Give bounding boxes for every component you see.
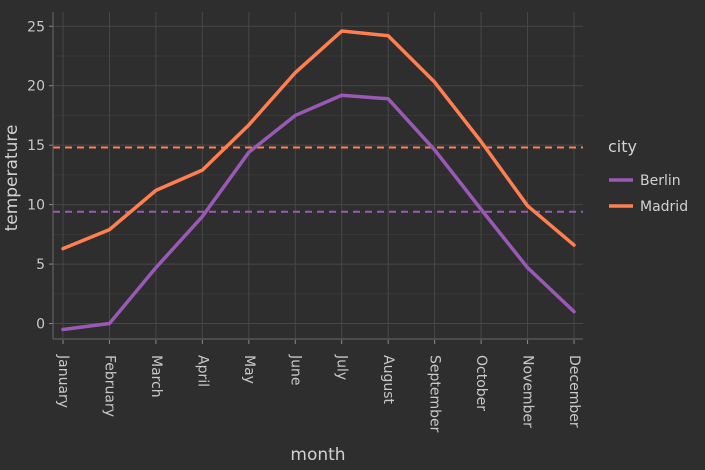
y-tick-label: 0	[36, 317, 45, 333]
y-tick-label: 20	[27, 79, 45, 95]
y-tick-label: 25	[27, 19, 45, 35]
y-tick-label: 10	[27, 198, 45, 214]
legend-label-madrid: Madrid	[640, 199, 688, 215]
x-axis-title: month	[290, 445, 345, 465]
x-tick-label: March	[148, 355, 164, 398]
legend-label-berlin: Berlin	[640, 173, 681, 189]
x-tick-label: September	[427, 355, 443, 433]
series-line-berlin	[61, 93, 576, 332]
x-tick-label: August	[380, 355, 396, 405]
legend-title: city	[608, 137, 637, 156]
x-tick-label: December	[566, 355, 582, 428]
x-tick-label: January	[55, 354, 71, 408]
x-tick-label: April	[194, 355, 210, 387]
legend: city Berlin Madrid	[608, 137, 688, 215]
x-tick-label: June	[287, 354, 303, 386]
y-axis-title: temperature	[2, 125, 22, 232]
x-tick-label: July	[334, 354, 350, 380]
series-line-madrid	[61, 29, 576, 251]
axes: 0 5 10 15 20 25 January February March April May Ju…	[27, 12, 583, 433]
x-tick-label: November	[520, 355, 536, 428]
y-tick-label: 5	[36, 257, 45, 273]
x-tick-label: October	[473, 355, 489, 411]
mean-lines	[53, 146, 583, 213]
y-tick-label: 15	[27, 138, 45, 154]
x-tick-label: May	[241, 355, 257, 384]
series-lines	[61, 29, 576, 332]
x-tick-label: February	[101, 355, 117, 417]
